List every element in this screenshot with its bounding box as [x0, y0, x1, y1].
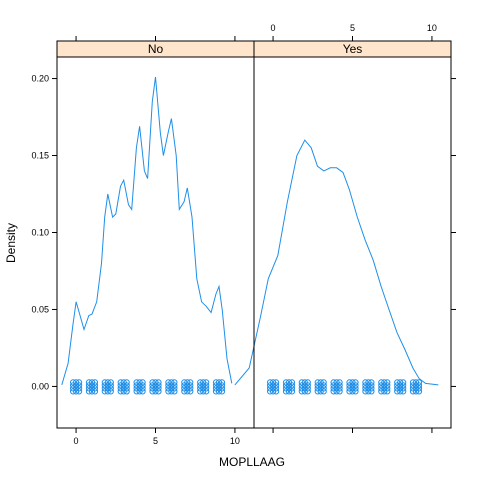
rug-point — [346, 388, 353, 395]
x-axis-label: MOPLLAAG — [219, 455, 285, 469]
rug-point — [136, 388, 143, 395]
rug-point — [298, 388, 305, 395]
rug-point — [317, 388, 324, 395]
rug-point — [273, 388, 280, 395]
strip-label: Yes — [343, 42, 363, 56]
rug-point — [397, 388, 404, 395]
rug-point — [368, 388, 375, 395]
rug-point — [70, 388, 77, 395]
rug-point — [336, 388, 343, 395]
density-curve-yes — [234, 139, 439, 386]
y-tick-label: 0.20 — [31, 74, 49, 84]
panel-frame — [56, 56, 255, 429]
x-tick-label: 0 — [74, 436, 79, 446]
rug-point — [212, 388, 220, 395]
rug-point — [365, 388, 372, 395]
density-curve-no — [61, 76, 233, 386]
strip-label: No — [148, 42, 164, 56]
rug-point — [270, 388, 277, 395]
rug-point — [282, 388, 290, 395]
rug-point — [168, 388, 175, 395]
rug-point — [120, 388, 127, 395]
rug-point — [285, 388, 293, 395]
rug-point — [133, 388, 140, 395]
rug-point — [400, 388, 407, 395]
rug-point — [91, 388, 99, 395]
rug-point — [349, 388, 356, 395]
x-tick-label: 5 — [153, 436, 158, 446]
rug-point — [76, 388, 83, 395]
rug-point — [409, 388, 417, 395]
rug-point — [218, 388, 226, 395]
rug-point — [152, 388, 159, 395]
y-tick-label: 0.10 — [31, 227, 49, 237]
rug-point — [200, 388, 207, 395]
rug-point — [320, 388, 327, 395]
panel-no: No — [56, 40, 255, 395]
rug-point — [155, 388, 162, 395]
rug-point — [330, 388, 337, 395]
rug-point — [412, 388, 420, 395]
rug-point — [101, 388, 108, 395]
rug-point — [165, 388, 172, 395]
rug-point — [352, 388, 359, 395]
y-tick-label: 0.00 — [31, 381, 49, 391]
panel-frame — [253, 56, 452, 429]
rug-point — [378, 388, 385, 395]
rug-point — [333, 388, 340, 395]
rug-point — [215, 388, 223, 395]
rug-point — [304, 388, 311, 395]
rug-point — [415, 388, 423, 395]
panel-yes: Yes — [234, 40, 452, 395]
x-tick-label: 5 — [350, 23, 355, 33]
y-axis-label: Density — [4, 223, 18, 263]
rug-point — [203, 388, 210, 395]
rug-point — [73, 388, 80, 395]
rug-point — [123, 388, 130, 395]
x-tick-label: 10 — [230, 436, 240, 446]
rug-point — [314, 388, 321, 395]
y-tick-label: 0.05 — [31, 304, 49, 314]
rug-point — [288, 388, 296, 395]
rug-point — [267, 388, 274, 395]
rug-point — [301, 388, 308, 395]
rug-point — [394, 388, 401, 395]
rug-point — [104, 388, 111, 395]
y-tick-label: 0.15 — [31, 151, 49, 161]
rug-point — [149, 388, 156, 395]
rug-point — [107, 388, 114, 395]
rug-point — [88, 388, 96, 395]
rug-point — [362, 388, 369, 395]
x-tick-label: 10 — [427, 23, 437, 33]
rug-point — [117, 388, 124, 395]
rug-point — [171, 388, 178, 395]
rug-point — [181, 388, 188, 395]
rug-point — [381, 388, 388, 395]
rug-point — [187, 388, 194, 395]
rug-point — [197, 388, 204, 395]
rug-point — [139, 388, 146, 395]
rug-point — [85, 388, 93, 395]
rug-point — [384, 388, 391, 395]
x-tick-label: 0 — [271, 23, 276, 33]
rug-point — [184, 388, 191, 395]
